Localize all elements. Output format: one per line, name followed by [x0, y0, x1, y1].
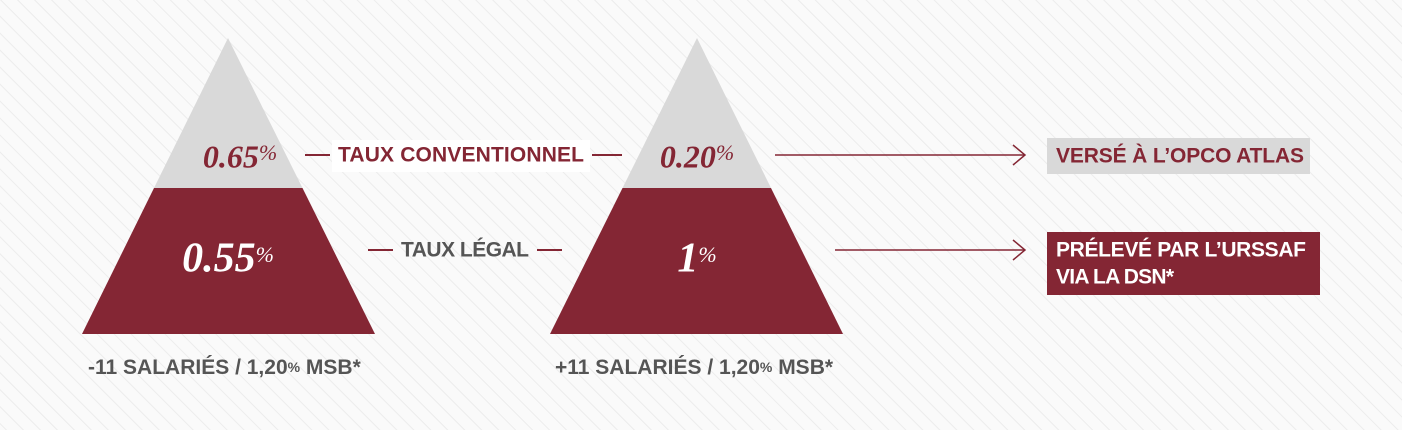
arrows — [775, 144, 1027, 261]
text: % — [259, 140, 277, 165]
caption: -11 SALARIÉS / 1,20% MSB* — [88, 356, 362, 379]
text: +11 SALARIÉS — [555, 356, 701, 379]
text: / — [235, 356, 241, 379]
connector-lines — [305, 154, 622, 251]
caption: +11 SALARIÉS / 1,20% MSB* — [555, 356, 834, 379]
text: 1,20 — [719, 356, 760, 379]
rate-value: 0.20% — [660, 138, 734, 174]
rate-value: 1% — [677, 236, 716, 282]
text: MSB* — [306, 356, 362, 379]
label: TAUX CONVENTIONNEL — [338, 144, 584, 167]
destination: VERSÉ À L’OPCO ATLAS — [1056, 145, 1304, 168]
text: % — [288, 359, 301, 375]
text: 1 — [677, 236, 698, 282]
text: % — [256, 242, 274, 267]
text: 0.55 — [182, 236, 256, 282]
text: % — [760, 359, 773, 375]
destination-box — [1047, 138, 1310, 174]
text: 0.20 — [660, 138, 716, 174]
destination: VIA LA DSN* — [1056, 266, 1175, 289]
text: / — [707, 356, 713, 379]
rate-value: 0.65% — [203, 138, 277, 174]
text: % — [698, 242, 716, 267]
text: -11 SALARIÉS — [88, 356, 229, 379]
destination: PRÉLEVÉ PAR L’URSSAF — [1056, 239, 1306, 262]
destination-box — [1047, 232, 1320, 295]
label: TAUX LÉGAL — [401, 239, 529, 262]
text: 0.65 — [203, 138, 259, 174]
text: MSB* — [778, 356, 834, 379]
rate-value: 0.55% — [182, 236, 274, 282]
label-bg — [332, 140, 590, 172]
text: % — [716, 140, 734, 165]
text: 1,20 — [247, 356, 288, 379]
